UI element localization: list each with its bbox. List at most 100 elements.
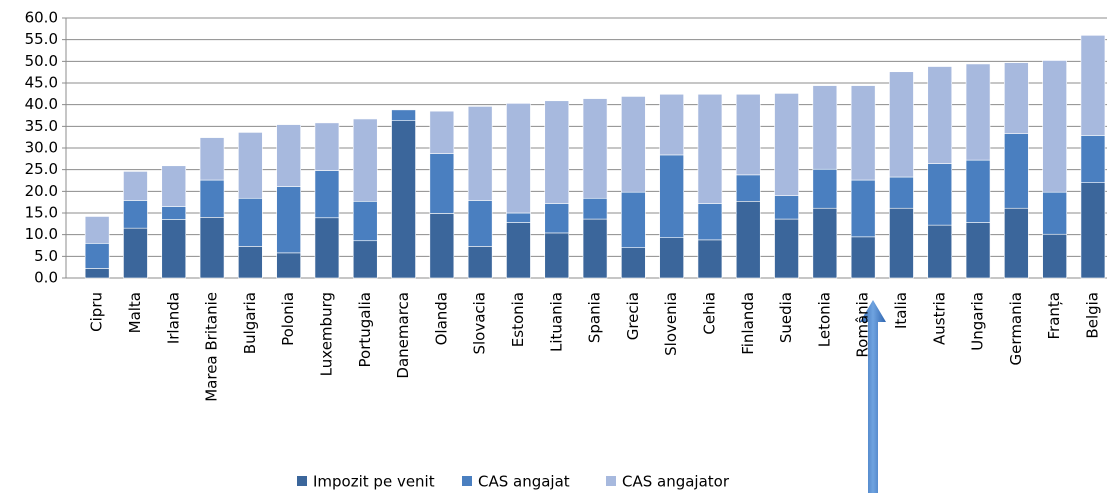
y-tick-label: 25.0 [25, 160, 58, 178]
bar-segment [1080, 135, 1106, 183]
bar-segment [199, 179, 225, 218]
bar-segment [697, 203, 723, 241]
bar-segment [889, 176, 914, 209]
bar-segment [276, 186, 301, 254]
x-tick-label: Spania [586, 292, 604, 343]
y-tick-label: 0.0 [34, 269, 58, 287]
bar-segment [391, 120, 416, 279]
x-tick-label: Ungaria [969, 292, 987, 351]
x-tick-label: Grecia [624, 292, 642, 340]
x-tick-label: Slovenia [662, 292, 680, 356]
x-tick-label: Belgia [1083, 292, 1101, 339]
bar-segment [582, 218, 608, 279]
bar-segment [812, 207, 838, 279]
bar-segment [123, 200, 148, 229]
bar-segment [850, 179, 876, 238]
bar-segment [927, 66, 953, 164]
x-tick-label: Finlanda [739, 292, 757, 355]
bar-segment [199, 217, 225, 279]
bar-segment [161, 206, 187, 220]
bar-segment [659, 154, 684, 239]
bar-segment [927, 224, 953, 279]
bar-segment [352, 240, 378, 279]
bar-segment [161, 219, 187, 279]
bar-segment [84, 216, 110, 244]
bar-segment [1004, 207, 1029, 279]
bar-segment [352, 118, 378, 202]
bar-segment [161, 165, 187, 207]
legend-swatch [462, 476, 472, 486]
bar-segment [352, 201, 378, 242]
bar-segment [467, 106, 493, 201]
x-tick-label: Malta [126, 292, 144, 333]
y-tick-label: 35.0 [25, 117, 58, 135]
bar-segment [774, 195, 799, 220]
x-tick-label: România [854, 292, 872, 358]
bar-segment [621, 247, 646, 279]
x-tick-label: Estonia [509, 292, 527, 347]
bar-segment [429, 110, 455, 154]
bar-segment [276, 252, 301, 279]
y-tick-label: 10.0 [25, 225, 58, 243]
bar-segment [1004, 133, 1029, 209]
x-tick-label: Olanda [432, 292, 450, 345]
bar-segment [621, 96, 646, 193]
x-tick-label: Polonia [279, 292, 297, 346]
bar-segment [1042, 191, 1067, 235]
bar-segment [1042, 60, 1067, 193]
bar-segment [697, 239, 723, 279]
y-tick-label: 45.0 [25, 74, 58, 92]
bar-segment [429, 213, 455, 279]
bar-segment [850, 85, 876, 181]
bar-segment [544, 203, 570, 234]
x-tick-label: Irlanda [164, 292, 182, 344]
bar-segment [889, 71, 914, 178]
bar-segment [965, 222, 991, 279]
bar-segment [314, 170, 340, 219]
x-tick-label: Germania [1007, 292, 1025, 365]
bar-segment [1004, 62, 1029, 135]
bar-segment [735, 93, 761, 176]
bar-segment [391, 109, 416, 122]
legend-label: CAS angajator [622, 473, 730, 491]
bar-segment [659, 93, 684, 156]
bar-segment [774, 93, 799, 196]
x-tick-label: Franța [1045, 292, 1063, 339]
bar-segment [238, 246, 263, 279]
x-tick-label: Luxemburg [317, 292, 335, 376]
x-tick-label: Marea Britanie [203, 292, 221, 402]
x-tick-label: Suedia [777, 292, 795, 343]
bar-segment [965, 159, 991, 223]
highlight-arrow [860, 300, 886, 493]
y-tick-label: 50.0 [25, 52, 58, 70]
bar-segment [123, 171, 148, 201]
bar-segment [506, 103, 531, 214]
bar-segment [965, 63, 991, 161]
x-tick-label: Slovacia [471, 292, 489, 355]
y-tick-label: 5.0 [34, 247, 58, 265]
bar-segment [506, 212, 531, 223]
bar-segment [735, 174, 761, 202]
legend-label: CAS angajat [478, 473, 570, 491]
x-tick-label: Bulgaria [241, 292, 259, 354]
bar-segment [467, 246, 493, 279]
bar-segment [889, 207, 914, 279]
bar-segment [1080, 182, 1106, 279]
bar-segment [467, 200, 493, 247]
y-tick-label: 40.0 [25, 95, 58, 113]
bar-segment [735, 201, 761, 279]
x-tick-label: Letonia [815, 292, 833, 347]
bar-segment [812, 85, 838, 170]
x-tick-label: Danemarca [394, 292, 412, 379]
bar-segment [238, 197, 263, 247]
bar-segment [1080, 35, 1106, 136]
y-tick-label: 60.0 [25, 9, 58, 27]
legend-label: Impozit pe venit [313, 473, 435, 491]
x-tick-label: Cehia [700, 292, 718, 335]
bar-segment [812, 168, 838, 209]
bar-segment [84, 268, 110, 279]
y-tick-label: 55.0 [25, 30, 58, 48]
bar-segment [927, 163, 953, 226]
bar-segment [582, 98, 608, 199]
